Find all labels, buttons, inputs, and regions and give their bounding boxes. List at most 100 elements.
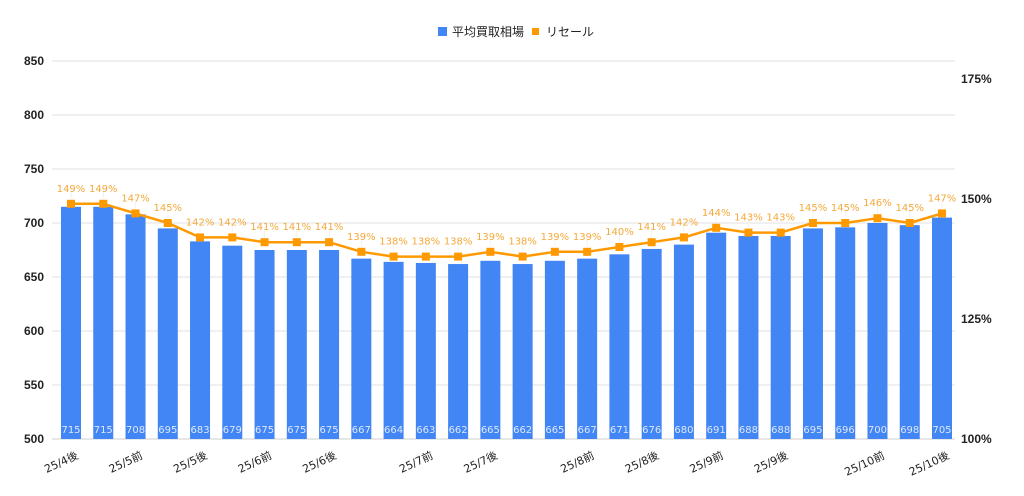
- legend-item-average-price[interactable]: 平均買取相場: [438, 25, 524, 39]
- bar-value-label: 662: [513, 425, 532, 436]
- line-point[interactable]: 149%: [89, 184, 118, 208]
- bar[interactable]: 695: [802, 228, 823, 439]
- line-point[interactable]: 139%: [347, 232, 376, 256]
- point-marker-icon: [260, 238, 269, 247]
- line-point[interactable]: 142%: [670, 217, 699, 242]
- bar[interactable]: 708: [125, 214, 146, 439]
- x-tick-label: 25/5前: [107, 448, 145, 476]
- line-point[interactable]: 141%: [283, 222, 312, 247]
- point-marker-icon: [518, 252, 527, 261]
- bar[interactable]: 675: [286, 250, 307, 439]
- bar[interactable]: 665: [480, 260, 501, 439]
- bar[interactable]: 676: [641, 248, 662, 439]
- line-point[interactable]: 146%: [863, 198, 892, 223]
- line-point[interactable]: 145%: [799, 203, 828, 227]
- line-point[interactable]: 140%: [605, 227, 634, 251]
- point-value-label: 144%: [702, 208, 731, 219]
- bar-value-label: 665: [481, 425, 500, 436]
- bar[interactable]: 683: [190, 241, 211, 439]
- point-value-label: 141%: [315, 222, 344, 233]
- bar[interactable]: 705: [932, 217, 952, 439]
- point-value-label: 145%: [831, 203, 860, 214]
- bar[interactable]: 679: [222, 245, 243, 439]
- line-point[interactable]: 147%: [121, 193, 150, 218]
- point-marker-icon: [196, 233, 205, 242]
- line-point[interactable]: 145%: [153, 203, 182, 227]
- line-point[interactable]: 141%: [637, 222, 666, 247]
- left-tick-label: 650: [24, 270, 44, 284]
- line-point[interactable]: 138%: [379, 237, 408, 261]
- x-tick-label: 25/10前: [842, 448, 887, 479]
- line-point[interactable]: 147%: [928, 193, 957, 218]
- bar-value-label: 695: [158, 425, 177, 436]
- line-point[interactable]: 138%: [412, 237, 441, 261]
- right-tick-label: 125%: [961, 312, 992, 326]
- left-tick-label: 600: [24, 324, 44, 338]
- x-tick-label: 25/7後: [461, 448, 499, 476]
- line-point[interactable]: 145%: [895, 203, 924, 227]
- point-marker-icon: [841, 219, 850, 227]
- left-tick-label: 500: [24, 432, 44, 446]
- point-marker-icon: [131, 209, 140, 218]
- bar[interactable]: 675: [319, 250, 340, 439]
- point-value-label: 145%: [153, 203, 182, 214]
- line-point[interactable]: 139%: [573, 232, 602, 256]
- bar[interactable]: 715: [93, 206, 114, 439]
- line-point[interactable]: 138%: [444, 237, 473, 261]
- line-point[interactable]: 138%: [508, 237, 537, 261]
- bar[interactable]: 698: [899, 225, 920, 439]
- line-point[interactable]: 143%: [766, 213, 795, 237]
- bar-value-label: 698: [900, 425, 919, 436]
- line-point[interactable]: 149%: [57, 184, 86, 208]
- line-point[interactable]: 139%: [476, 232, 505, 256]
- line-point[interactable]: 142%: [186, 217, 215, 242]
- line-point[interactable]: 139%: [541, 232, 570, 256]
- legend-swatch-icon: [438, 27, 447, 36]
- bar-value-label: 680: [674, 425, 693, 436]
- bar[interactable]: 662: [448, 264, 469, 439]
- point-marker-icon: [454, 252, 463, 261]
- right-axis: 100% 125% 150% 175%: [961, 72, 992, 446]
- line-point[interactable]: 141%: [315, 222, 344, 247]
- x-tick-label: 25/5後: [171, 448, 209, 476]
- line-point[interactable]: 142%: [218, 217, 247, 242]
- point-value-label: 139%: [347, 232, 376, 243]
- bar[interactable]: 691: [706, 232, 727, 439]
- line-point[interactable]: 141%: [250, 222, 279, 247]
- point-marker-icon: [679, 233, 688, 242]
- bar[interactable]: 662: [512, 264, 533, 439]
- bar[interactable]: 695: [157, 228, 178, 439]
- bar[interactable]: 663: [415, 262, 436, 439]
- x-tick-label: 25/7前: [397, 448, 435, 476]
- point-marker-icon: [905, 219, 914, 227]
- bar-value-label: 715: [94, 425, 113, 436]
- bar[interactable]: 667: [577, 258, 598, 439]
- bar[interactable]: 715: [61, 206, 81, 439]
- x-tick-label: 25/8後: [623, 448, 661, 476]
- point-value-label: 141%: [250, 222, 279, 233]
- line-point[interactable]: 144%: [702, 208, 731, 232]
- bar[interactable]: 664: [383, 261, 404, 439]
- bar[interactable]: 665: [544, 260, 565, 439]
- bar[interactable]: 667: [351, 258, 372, 439]
- point-value-label: 138%: [412, 237, 441, 248]
- bar[interactable]: 680: [673, 244, 694, 439]
- bar-value-label: 695: [803, 425, 822, 436]
- bar[interactable]: 675: [254, 250, 275, 439]
- legend-label: 平均買取相場: [452, 25, 524, 39]
- bar[interactable]: 696: [835, 227, 856, 439]
- bar[interactable]: 671: [609, 254, 630, 439]
- point-value-label: 142%: [670, 217, 699, 228]
- right-tick-label: 175%: [961, 72, 992, 86]
- left-axis: 500 550 600 650 700 750 800 850: [24, 54, 44, 446]
- bar[interactable]: 700: [867, 223, 888, 439]
- bar-value-label: 715: [61, 425, 80, 436]
- line-point[interactable]: 143%: [734, 213, 763, 237]
- legend-swatch-icon: [532, 28, 539, 35]
- bar[interactable]: 688: [738, 235, 759, 439]
- bar[interactable]: 688: [770, 235, 791, 439]
- point-value-label: 139%: [541, 232, 570, 243]
- line-point[interactable]: 145%: [831, 203, 860, 227]
- x-tick-label: 25/10後: [907, 448, 952, 479]
- legend-item-resale[interactable]: リセール: [532, 25, 594, 39]
